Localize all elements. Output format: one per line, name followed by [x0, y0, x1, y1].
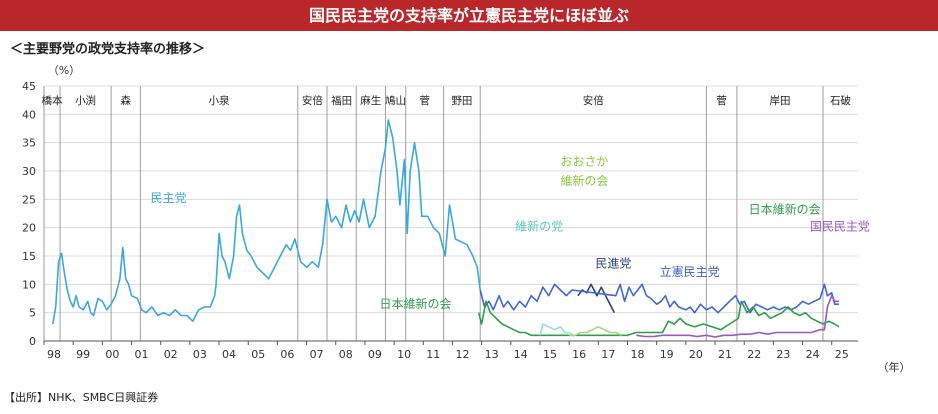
x-tick-label: 19 [660, 348, 674, 361]
x-tick-label: 13 [485, 348, 499, 361]
era-label: 小渕 [75, 94, 96, 107]
series-line [569, 326, 623, 337]
chart-subtitle: ＜主要野党の政党支持率の推移＞ [10, 42, 206, 57]
y-tick-label: 40 [22, 108, 36, 121]
era-label: 岸田 [769, 95, 790, 107]
series-line [539, 323, 574, 336]
era-label: 小泉 [209, 94, 230, 107]
grid-lines [44, 85, 858, 314]
era-label: 菅 [419, 95, 430, 107]
y-tick-label: 35 [22, 137, 36, 150]
x-tick-label: 16 [572, 348, 586, 361]
x-tick-label: 06 [280, 348, 294, 361]
x-axis-unit: （年） [878, 360, 911, 374]
series-line [636, 294, 839, 338]
x-tick-label: 04 [222, 348, 236, 361]
era-label: 石破 [830, 94, 851, 107]
series-lines [52, 119, 840, 338]
era-label: 野田 [451, 95, 472, 107]
y-tick-label: 45 [22, 80, 36, 93]
annotation-label: 民主党 [150, 190, 186, 205]
y-tick-label: 25 [22, 193, 36, 206]
x-tick-label: 12 [455, 348, 469, 361]
era-label: 安倍 [302, 94, 323, 107]
x-tick-label: 00 [105, 348, 119, 361]
annotation-label: 日本維新の会 [380, 296, 452, 311]
x-tick-label: 09 [368, 348, 382, 361]
x-tick-label: 99 [76, 348, 90, 361]
era-label: 安倍 [583, 94, 604, 107]
annotation-label: 民進党 [595, 255, 631, 270]
annotation-label: 国民民主党 [810, 219, 870, 234]
x-tick-label: 08 [339, 348, 353, 361]
x-tick-label: 14 [514, 348, 528, 361]
x-tick-label: 18 [631, 348, 645, 361]
y-tick-label: 15 [22, 250, 36, 263]
y-tick-label: 30 [22, 165, 36, 178]
annotation-label: 日本維新の会 [749, 202, 821, 217]
x-tick-label: 22 [747, 348, 761, 361]
x-tick-label: 03 [193, 348, 207, 361]
series-line [52, 119, 481, 325]
annotation-label: 維新の会 [560, 173, 608, 188]
era-labels: 橋本 小渕森小泉 安倍 福田 麻生 鳩山菅野田 安倍菅岸田 石破 [42, 94, 852, 107]
x-tick-label: 11 [426, 348, 440, 361]
x-tick-label: 15 [543, 348, 557, 361]
y-axis-unit: （%） [48, 64, 80, 77]
x-tick-label: 23 [776, 348, 790, 361]
x-tick-label: 02 [164, 348, 178, 361]
x-tick-label: 17 [601, 348, 615, 361]
series-line [479, 283, 839, 314]
y-tick-label: 10 [22, 278, 36, 291]
era-label: 福田 [331, 94, 352, 107]
x-tick-label: 01 [135, 348, 149, 361]
source-note: 【出所】NHK、SMBC日興証券 [4, 391, 159, 404]
x-tick-label: 21 [718, 348, 732, 361]
y-tick-label: 0 [29, 335, 36, 348]
era-label: 森 [120, 94, 131, 107]
chart-title: 国民民主党の支持率が立憲民主党にほぼ並ぶ [0, 0, 938, 31]
x-tick-label: 25 [835, 348, 849, 361]
era-label: 鳩山 [385, 94, 406, 107]
annotation-label: 維新の党 [515, 219, 563, 234]
x-tick-label: 20 [689, 348, 703, 361]
era-label: 菅 [716, 95, 727, 107]
era-label: 麻生 [360, 94, 381, 107]
x-tick-label: 05 [251, 348, 265, 361]
x-tick-label: 10 [397, 348, 411, 361]
series-line [577, 283, 616, 314]
x-tick-label: 07 [310, 348, 324, 361]
y-tick-label: 20 [22, 222, 36, 235]
x-tick-label: 24 [806, 348, 820, 361]
series-line [477, 300, 840, 337]
annotation-label: 立憲民主党 [660, 264, 720, 279]
annotation-label: おおさか [560, 154, 608, 168]
axes [43, 86, 858, 345]
era-label: 橋本 [42, 94, 63, 107]
x-tick-label: 98 [47, 348, 61, 361]
y-tick-label: 5 [29, 307, 36, 320]
